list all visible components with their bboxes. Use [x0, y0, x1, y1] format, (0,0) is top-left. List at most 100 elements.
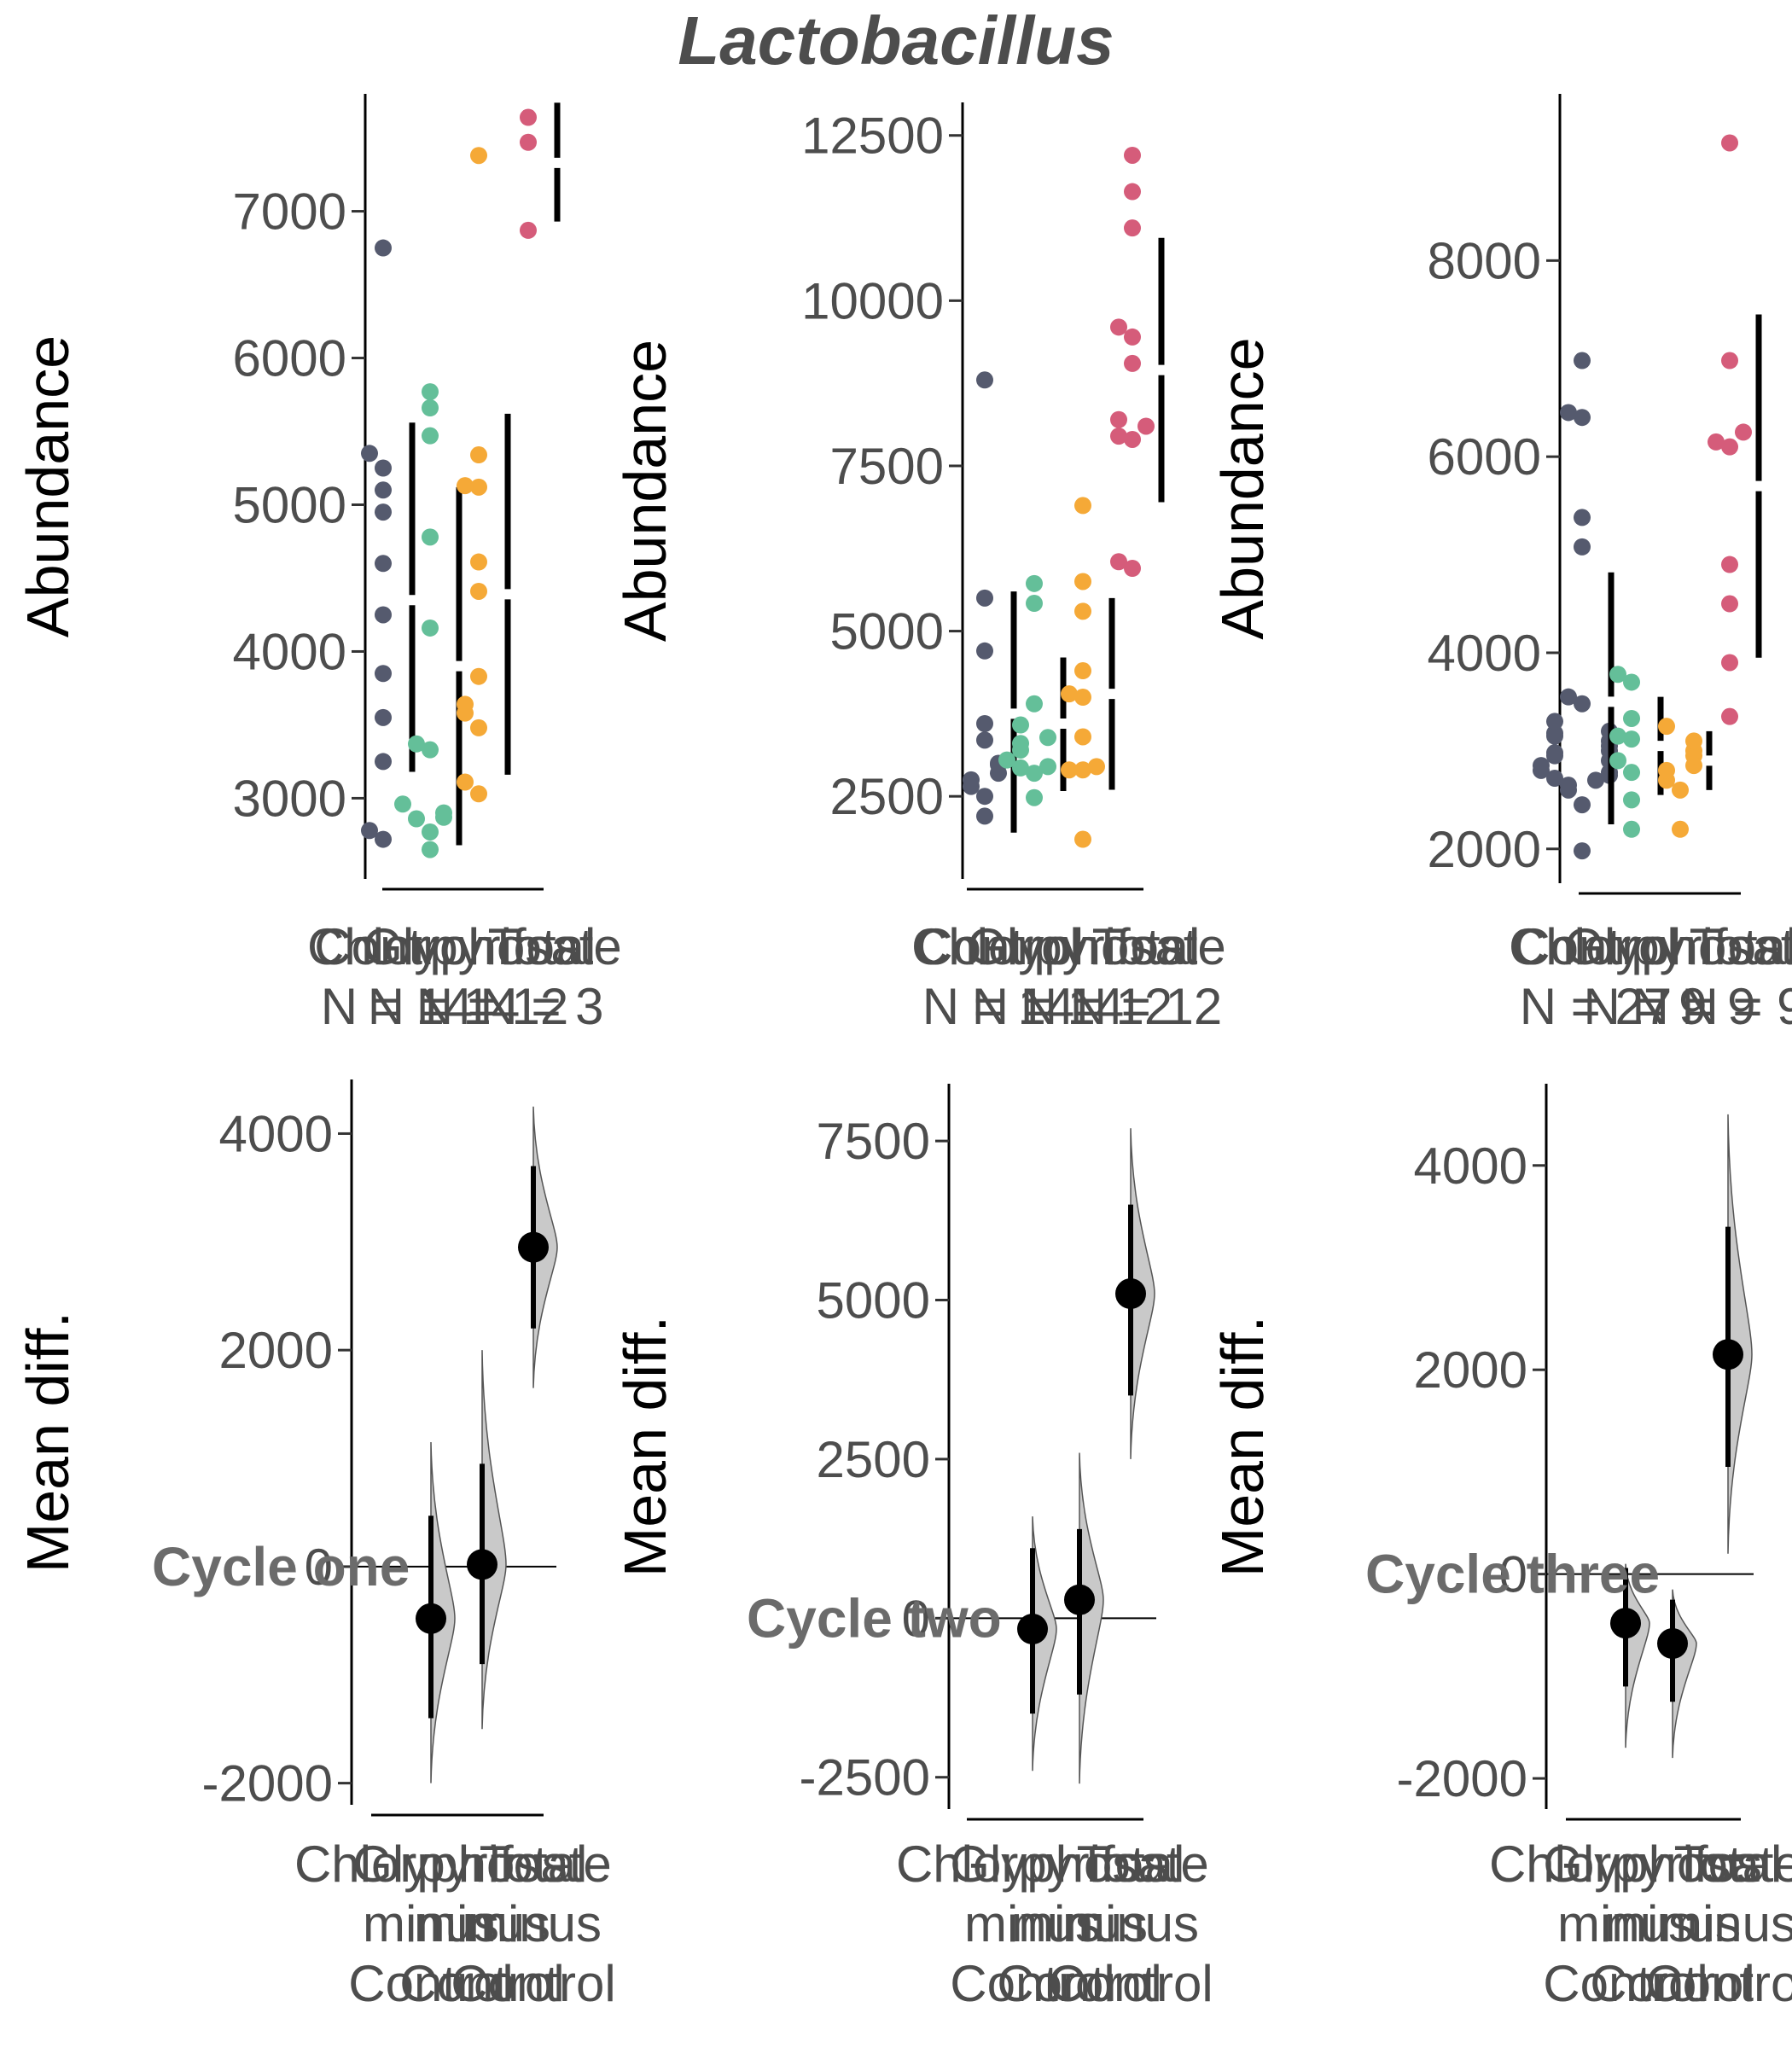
data-point	[1623, 764, 1640, 782]
data-point	[1623, 791, 1640, 809]
data-point	[375, 665, 392, 683]
y-tick-label: 2000	[1428, 821, 1541, 878]
data-point	[1110, 318, 1127, 336]
data-point	[1574, 509, 1591, 527]
y-tick-label: 5000	[830, 603, 944, 660]
y-tick-label: 8000	[1428, 232, 1541, 289]
data-point	[1124, 146, 1141, 164]
x-tick-label: Chlorpyrifos	[1509, 918, 1782, 975]
data-point	[963, 771, 980, 788]
data-point	[422, 841, 439, 858]
data-point	[457, 695, 474, 713]
data-point	[1685, 732, 1702, 750]
x-tick-label: minus	[1604, 1895, 1741, 1952]
y-axis-label: Abundance	[612, 340, 678, 642]
bootstrap-violin	[481, 1350, 507, 1730]
x-tick-label: Glyphosate	[950, 1836, 1209, 1893]
data-point	[422, 528, 439, 546]
data-point	[457, 773, 474, 791]
x-tick-label: Control	[1048, 1955, 1213, 2012]
x-tick-label: Total	[1674, 1836, 1783, 1893]
data-point	[1074, 728, 1091, 746]
data-point	[1672, 820, 1689, 838]
effect-size-point	[1115, 1278, 1146, 1310]
y-tick-label: 4000	[1414, 1137, 1527, 1195]
x-tick-label: Total	[480, 1836, 588, 1893]
data-point	[1658, 718, 1675, 736]
y-tick-label: -2000	[202, 1755, 333, 1812]
data-point	[1623, 730, 1640, 748]
data-point	[1721, 352, 1738, 369]
x-tick-label: minus	[363, 1895, 499, 1952]
data-point	[470, 785, 487, 803]
data-point	[1012, 735, 1029, 753]
bootstrap-violin	[1079, 1452, 1104, 1784]
data-point	[1546, 744, 1563, 762]
x-tick-label: minus	[964, 1895, 1101, 1952]
data-point	[1574, 352, 1591, 369]
y-axis-label: Abundance	[1209, 337, 1276, 639]
data-point	[1609, 666, 1626, 684]
x-tick-label: minus	[1660, 1895, 1792, 1952]
data-point	[394, 795, 411, 813]
data-point	[1012, 759, 1029, 777]
x-tick-label: N = 14	[922, 978, 1074, 1035]
data-point	[1124, 183, 1141, 201]
data-point	[422, 427, 439, 445]
data-point	[1074, 830, 1091, 848]
x-tick-label: Control	[997, 1955, 1161, 2012]
data-point	[520, 133, 537, 151]
y-tick-label: 2500	[830, 768, 944, 825]
y-tick-label: 6000	[1428, 428, 1541, 486]
data-point	[470, 147, 487, 165]
cycle-label: Cycle two	[747, 1587, 1002, 1649]
data-point	[375, 708, 392, 726]
x-tick-label: Chlorpyrifos	[1489, 1836, 1762, 1893]
data-point	[1560, 688, 1577, 706]
effect-size-point	[518, 1231, 549, 1263]
x-tick-label: Control	[399, 1955, 564, 2012]
data-point	[1124, 430, 1141, 448]
y-tick-label: 6000	[233, 330, 346, 387]
data-point	[1560, 777, 1577, 794]
data-point	[1658, 761, 1675, 779]
data-point	[976, 731, 993, 749]
data-point	[470, 582, 487, 600]
data-point	[976, 807, 993, 825]
x-tick-label: N = 9	[1681, 978, 1792, 1035]
x-tick-label: Glyphosate	[1564, 918, 1792, 975]
data-point	[361, 822, 378, 840]
data-point	[1574, 796, 1591, 814]
y-axis-label: Mean diff.	[15, 1312, 81, 1573]
x-tick-label: N = 12	[1021, 978, 1172, 1035]
x-tick-label: N = 9	[1583, 978, 1707, 1035]
x-tick-label: Total	[488, 918, 596, 975]
x-tick-label: minus	[1062, 1895, 1199, 1952]
y-tick-label: 5000	[233, 476, 346, 533]
data-point	[1026, 595, 1043, 613]
data-point	[976, 589, 993, 607]
data-point	[1074, 573, 1091, 591]
x-tick-label: Control	[1543, 1955, 1708, 2012]
x-tick-label: Control	[1645, 1955, 1792, 2012]
effect-size-point	[1017, 1613, 1048, 1644]
data-point	[1721, 438, 1738, 456]
y-tick-label: 2000	[1414, 1341, 1527, 1399]
x-tick-label: Chlorpyrifos	[307, 918, 580, 975]
data-point	[1074, 689, 1091, 707]
data-point	[1721, 654, 1738, 672]
x-tick-label: Chlorpyrifos	[896, 1836, 1169, 1893]
data-point	[1721, 595, 1738, 613]
data-point	[520, 221, 537, 239]
data-point	[1623, 820, 1640, 838]
x-tick-label: Glyphosate	[1543, 1836, 1792, 1893]
data-point	[1574, 695, 1591, 713]
y-tick-label: 0	[1499, 1546, 1527, 1603]
x-tick-label: Glyphosate	[967, 918, 1226, 975]
x-tick-label: Control	[1513, 918, 1678, 975]
data-point	[1623, 709, 1640, 727]
data-point	[1546, 713, 1563, 730]
x-tick-label: Control	[1590, 1955, 1754, 2012]
data-point	[1026, 788, 1043, 806]
y-tick-label: 10000	[801, 272, 944, 329]
